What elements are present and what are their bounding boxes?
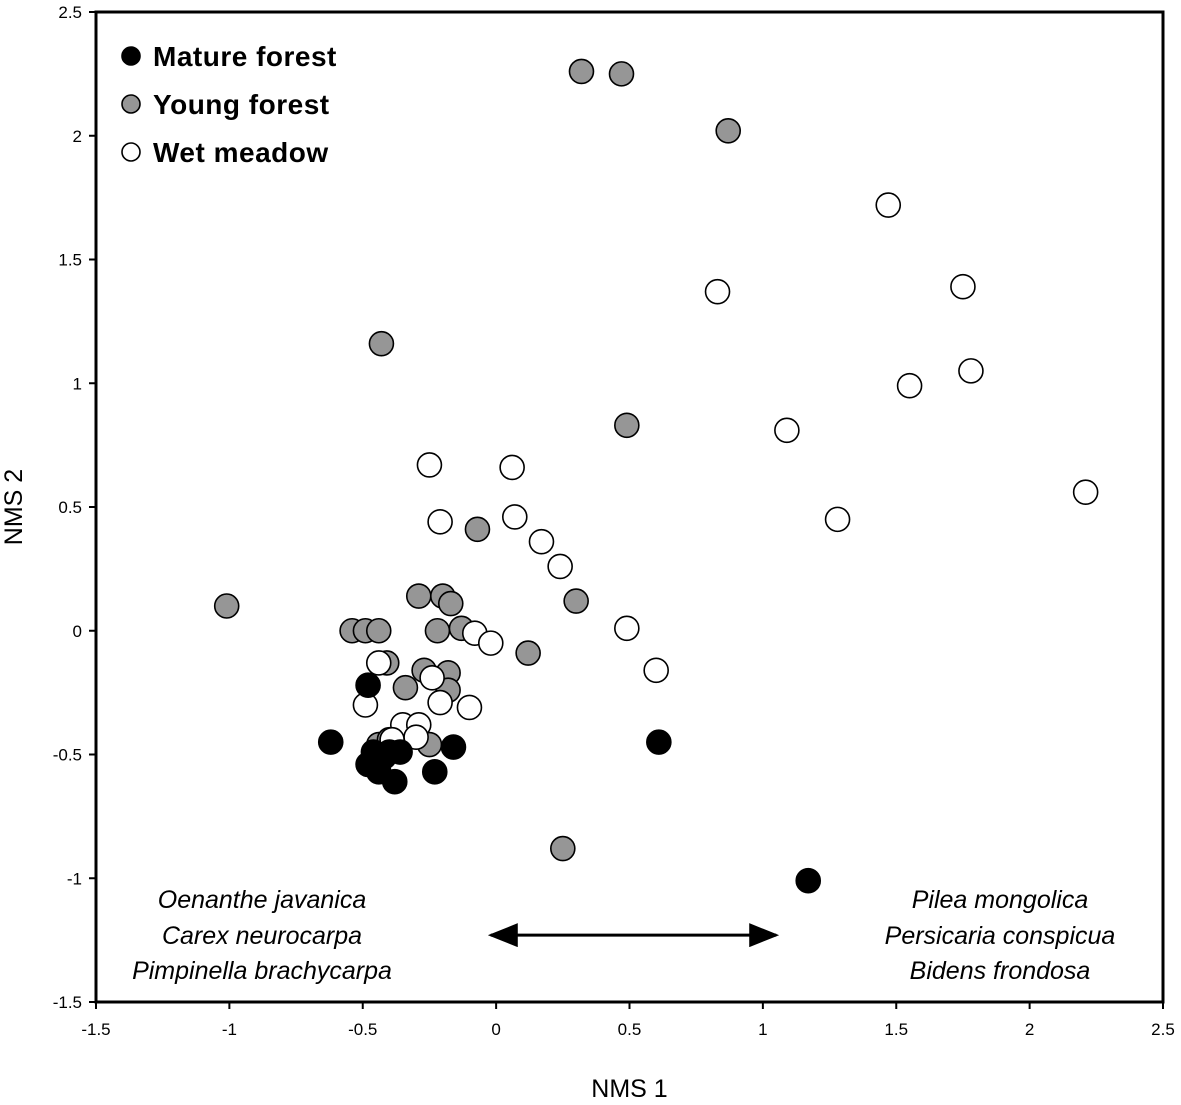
mature-forest-point (355, 672, 381, 699)
wet-meadow-point (547, 553, 573, 580)
left-species-annotation: Oenanthe javanica Carex neurocarpa Pimpi… (132, 886, 392, 985)
x-tick-label: 1 (758, 1020, 767, 1039)
x-tick-label: -0.5 (348, 1020, 377, 1039)
right-species-1: Pilea mongolica (912, 886, 1089, 914)
x-tick-label: 2 (1025, 1020, 1034, 1039)
wet-meadow-point (501, 504, 528, 530)
right-species-3: Bidens frondosa (910, 957, 1091, 985)
y-tick-label: -1 (67, 869, 82, 888)
y-axis-title: NMS 2 (0, 469, 28, 545)
mature-forest-point (421, 759, 448, 785)
young-forest-point (464, 516, 491, 543)
mature-forest-point (795, 867, 822, 894)
right-species-2: Persicaria conspicua (885, 922, 1116, 950)
young-forest-point (392, 674, 419, 701)
x-tick-label: 0.5 (618, 1020, 642, 1039)
young-forest-point (515, 640, 541, 666)
x-tick-label: -1.5 (81, 1020, 110, 1039)
legend: Mature forest Young forest Wet meadow (121, 41, 337, 168)
wet-meadow-point (427, 509, 453, 535)
x-tick-label: 2.5 (1151, 1020, 1175, 1039)
y-tick-label: 1.5 (58, 251, 82, 270)
young-forest-point (405, 583, 432, 609)
y-tick-label: 0.5 (58, 498, 82, 517)
y-tick-label: 1 (73, 374, 82, 393)
x-axis-title: NMS 1 (591, 1075, 667, 1103)
mature-forest-point (387, 739, 413, 765)
wet-meadow-point (403, 724, 429, 750)
mature-forest-point (440, 734, 467, 760)
wet-meadow-point (774, 417, 800, 444)
left-species-3: Pimpinella brachycarpa (132, 957, 392, 985)
wet-meadow-point (477, 630, 504, 656)
young-forest-point (368, 330, 395, 357)
x-axis-ticks: -1.5 -1 -0.5 0 0.5 1 1.5 2 2.5 (81, 1002, 1175, 1039)
x-tick-label: -1 (222, 1020, 237, 1039)
left-species-2: Carex neurocarpa (162, 922, 362, 950)
young-forest-point (614, 412, 640, 439)
wet-meadow-point (365, 650, 392, 676)
mature-forest-point (646, 729, 672, 755)
y-tick-label: 2.5 (58, 3, 82, 22)
young-forest-point (365, 617, 392, 644)
young-forest-point (568, 58, 595, 85)
wet-meadow-point (419, 664, 445, 691)
young-forest-point (563, 588, 589, 614)
wet-meadow-point (950, 273, 976, 300)
wet-meadow-point (643, 657, 669, 684)
x-tick-label: 0 (491, 1020, 500, 1039)
wet-meadow-point (1072, 479, 1099, 505)
young-forest-point (213, 593, 240, 619)
wet-meadow-point (528, 528, 555, 555)
wet-meadow-point (958, 358, 984, 384)
y-tick-label: -0.5 (53, 746, 82, 765)
right-species-annotation: Pilea mongolica Persicaria conspicua Bid… (885, 886, 1116, 985)
young-forest-point (424, 617, 451, 644)
legend-marker (121, 46, 141, 66)
wet-meadow-point (499, 454, 525, 481)
legend-marker (121, 142, 141, 162)
legend-label: Mature forest (153, 41, 337, 72)
legend-marker (121, 94, 141, 114)
wet-meadow-point (456, 694, 483, 721)
wet-meadow-point (875, 192, 902, 218)
young-forest-point (608, 61, 635, 87)
left-species-1: Oenanthe javanica (158, 886, 367, 914)
legend-label: Young forest (153, 89, 330, 120)
y-axis-ticks: -1.5 -1 -0.5 0 0.5 1 1.5 2 2.5 (53, 3, 96, 1012)
young-forest-point (715, 118, 741, 144)
mature-forest-point (381, 768, 408, 795)
data-points (213, 58, 1099, 894)
y-tick-label: -1.5 (53, 993, 82, 1012)
young-forest-point (437, 590, 464, 617)
wet-meadow-point (824, 506, 851, 533)
wet-meadow-point (427, 689, 453, 716)
young-forest-point (550, 835, 576, 862)
wet-meadow-point (896, 372, 923, 399)
wet-meadow-point (416, 452, 443, 478)
legend-label: Wet meadow (153, 137, 329, 168)
y-tick-label: 2 (73, 127, 82, 146)
wet-meadow-point (614, 615, 640, 642)
x-tick-label: 1.5 (884, 1020, 908, 1039)
mature-forest-point (317, 729, 344, 755)
y-tick-label: 0 (73, 622, 82, 641)
wet-meadow-point (704, 278, 731, 305)
